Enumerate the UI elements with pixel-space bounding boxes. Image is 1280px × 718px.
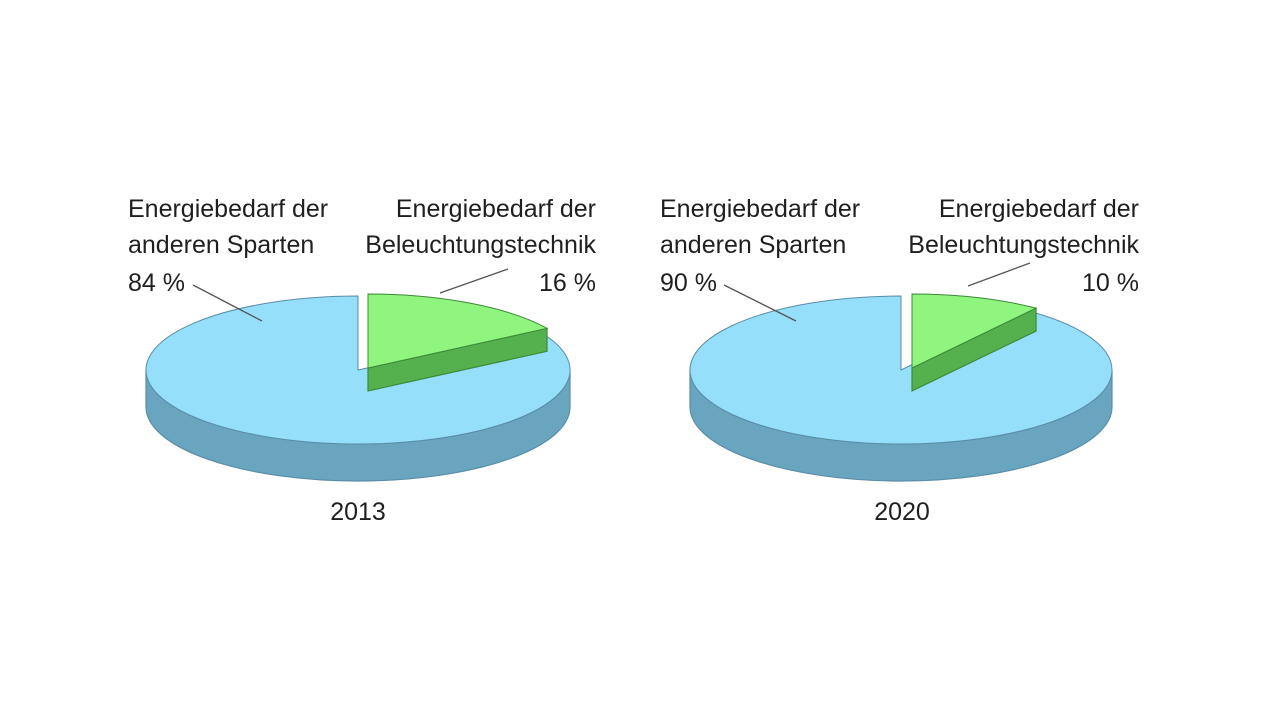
label-other-2020-line1: Energiebedarf der <box>660 195 860 223</box>
label-other-2020-value: 90 % <box>660 269 717 297</box>
label-lighting-2013-line1: Energiebedarf der <box>396 195 596 223</box>
pie-2020-geometry <box>689 262 1113 482</box>
pie-slice-other-2020 <box>689 295 1113 445</box>
leader-line-lighting-2013 <box>439 268 509 294</box>
label-other-2020-line2: anderen Sparten <box>660 231 846 259</box>
leader-line-lighting-2020 <box>967 262 1031 287</box>
year-label-2013: 2013 <box>330 498 386 526</box>
year-label-2020: 2020 <box>874 498 930 526</box>
leader-line-other-2013 <box>192 284 263 322</box>
leader-line-other-2020 <box>723 284 797 322</box>
label-lighting-2020-line2: Beleuchtungstechnik <box>908 231 1139 259</box>
label-lighting-2020-value: 10 % <box>1082 269 1139 297</box>
pie-chart-2020: Energiebedarf der anderen Sparten 90 % E… <box>660 195 1139 526</box>
label-other-2013-line2: anderen Sparten <box>128 231 314 259</box>
pie-slice-lighting-2013 <box>367 293 549 369</box>
pie-slice-lighting-2020 <box>911 293 1038 369</box>
pie-chart-2013: Energiebedarf der anderen Sparten 84 % E… <box>128 195 596 526</box>
pie-2013-geometry <box>145 268 571 482</box>
label-lighting-2013-line2: Beleuchtungstechnik <box>365 231 596 259</box>
pie-slice-other-2013 <box>145 295 571 445</box>
label-other-2013-line1: Energiebedarf der <box>128 195 328 223</box>
label-lighting-2020-line1: Energiebedarf der <box>939 195 1139 223</box>
label-lighting-2013-value: 16 % <box>539 269 596 297</box>
label-other-2013-value: 84 % <box>128 269 185 297</box>
